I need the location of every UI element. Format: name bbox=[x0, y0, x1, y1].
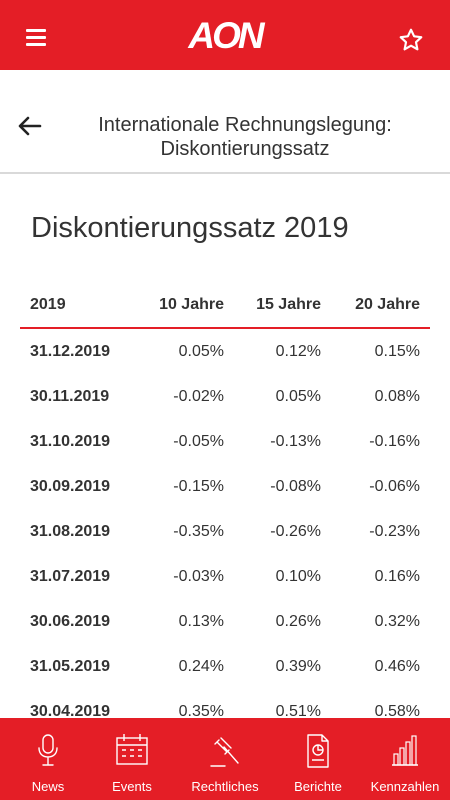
table-row: 31.12.2019 0.05% 0.12% 0.15% bbox=[20, 329, 430, 374]
table-cell-15-years: 0.51% bbox=[275, 703, 321, 720]
table-row: 30.04.2019 0.35% 0.51% 0.58% bbox=[20, 689, 430, 734]
column-header-year: 2019 bbox=[30, 296, 66, 313]
nav-item-kennzahlen[interactable]: Kennzahlen bbox=[360, 718, 450, 800]
nav-item-berichte[interactable]: Berichte bbox=[272, 718, 364, 800]
table-row: 31.07.2019 -0.03% 0.10% 0.16% bbox=[20, 554, 430, 599]
nav-item-news[interactable]: News bbox=[0, 718, 96, 800]
table-row: 30.09.2019 -0.15% -0.08% -0.06% bbox=[20, 464, 430, 509]
table-cell-15-years: 0.26% bbox=[275, 613, 321, 630]
table-cell-date: 31.12.2019 bbox=[30, 343, 111, 360]
table-cell-10-years: -0.03% bbox=[173, 568, 224, 585]
arrow-left-icon[interactable] bbox=[18, 116, 42, 136]
table-cell-20-years: -0.16% bbox=[369, 433, 420, 450]
table-cell-10-years: 0.35% bbox=[178, 703, 224, 720]
table-cell-15-years: 0.05% bbox=[275, 388, 321, 405]
table-cell-15-years: 0.10% bbox=[275, 568, 321, 585]
table-cell-15-years: -0.13% bbox=[270, 433, 321, 450]
table-cell-date: 31.05.2019 bbox=[30, 658, 111, 675]
calendar-icon bbox=[116, 734, 148, 765]
table-cell-10-years: -0.05% bbox=[173, 433, 224, 450]
table-cell-10-years: -0.02% bbox=[173, 388, 224, 405]
table-row: 31.05.2019 0.24% 0.39% 0.46% bbox=[20, 644, 430, 689]
table-cell-10-years: -0.35% bbox=[173, 523, 224, 540]
table-cell-date: 31.07.2019 bbox=[30, 568, 111, 585]
star-icon[interactable] bbox=[398, 27, 424, 53]
table-cell-20-years: -0.06% bbox=[369, 478, 420, 495]
nav-label-events: Events bbox=[112, 779, 152, 794]
column-header-10-years: 10 Jahre bbox=[159, 296, 224, 313]
column-header-15-years: 15 Jahre bbox=[256, 296, 321, 313]
table-cell-15-years: -0.26% bbox=[270, 523, 321, 540]
gavel-icon bbox=[210, 737, 239, 767]
table-cell-15-years: -0.08% bbox=[270, 478, 321, 495]
top-app-bar: AON bbox=[0, 0, 450, 70]
nav-label-kennzahlen: Kennzahlen bbox=[370, 779, 440, 794]
table-row: 30.11.2019 -0.02% 0.05% 0.08% bbox=[20, 374, 430, 419]
table-cell-20-years: -0.23% bbox=[369, 523, 420, 540]
aon-logo: AON bbox=[188, 15, 264, 56]
table-row: 30.06.2019 0.13% 0.26% 0.32% bbox=[20, 599, 430, 644]
page-title-line1: Internationale Rechnungslegung: bbox=[98, 114, 392, 136]
bar-chart-icon bbox=[392, 735, 418, 766]
microphone-icon bbox=[38, 734, 58, 766]
page-header: Internationale Rechnungslegung: Diskonti… bbox=[0, 70, 450, 174]
table-cell-20-years: 0.32% bbox=[374, 613, 420, 630]
table-row: 31.10.2019 -0.05% -0.13% -0.16% bbox=[20, 419, 430, 464]
table-cell-15-years: 0.39% bbox=[275, 658, 321, 675]
table-cell-date: 30.11.2019 bbox=[30, 388, 110, 405]
nav-item-events[interactable]: Events bbox=[84, 718, 180, 800]
table-cell-20-years: 0.15% bbox=[374, 343, 420, 360]
hamburger-menu-icon[interactable] bbox=[26, 29, 46, 47]
table-cell-20-years: 0.58% bbox=[374, 703, 420, 720]
page-title: Internationale Rechnungslegung: Diskonti… bbox=[60, 113, 430, 161]
page-title-line2: Diskontierungssatz bbox=[160, 138, 330, 160]
table-cell-date: 31.10.2019 bbox=[30, 433, 111, 450]
table-cell-10-years: 0.13% bbox=[178, 613, 224, 630]
table-cell-20-years: 0.08% bbox=[374, 388, 420, 405]
table-row: 31.08.2019 -0.35% -0.26% -0.23% bbox=[20, 509, 430, 554]
table-cell-15-years: 0.12% bbox=[275, 343, 321, 360]
table-header: 2019 10 Jahre 15 Jahre 20 Jahre bbox=[20, 282, 430, 329]
table-cell-20-years: 0.46% bbox=[374, 658, 420, 675]
section-title: Diskontierungssatz 2019 bbox=[31, 212, 349, 244]
table-cell-date: 31.08.2019 bbox=[30, 523, 111, 540]
discount-rate-table: 2019 10 Jahre 15 Jahre 20 Jahre 31.12.20… bbox=[20, 282, 430, 734]
bottom-navigation: News Events Rechtliches Berichte Kennzah… bbox=[0, 718, 450, 800]
table-cell-10-years: 0.05% bbox=[178, 343, 224, 360]
nav-label-berichte: Berichte bbox=[294, 779, 342, 794]
report-document-icon bbox=[307, 734, 329, 768]
nav-item-rechtliches[interactable]: Rechtliches bbox=[178, 718, 272, 800]
table-cell-date: 30.06.2019 bbox=[30, 613, 111, 630]
table-cell-date: 30.04.2019 bbox=[30, 703, 111, 720]
table-cell-date: 30.09.2019 bbox=[30, 478, 111, 495]
table-cell-10-years: 0.24% bbox=[178, 658, 224, 675]
table-body: 31.12.2019 0.05% 0.12% 0.15% 30.11.2019 -0.02… bbox=[20, 329, 430, 734]
table-cell-10-years: -0.15% bbox=[173, 478, 224, 495]
nav-label-news: News bbox=[31, 779, 65, 794]
nav-label-rechtliches: Rechtliches bbox=[191, 779, 259, 794]
table-cell-20-years: 0.16% bbox=[374, 568, 420, 585]
column-header-20-years: 20 Jahre bbox=[355, 296, 420, 313]
